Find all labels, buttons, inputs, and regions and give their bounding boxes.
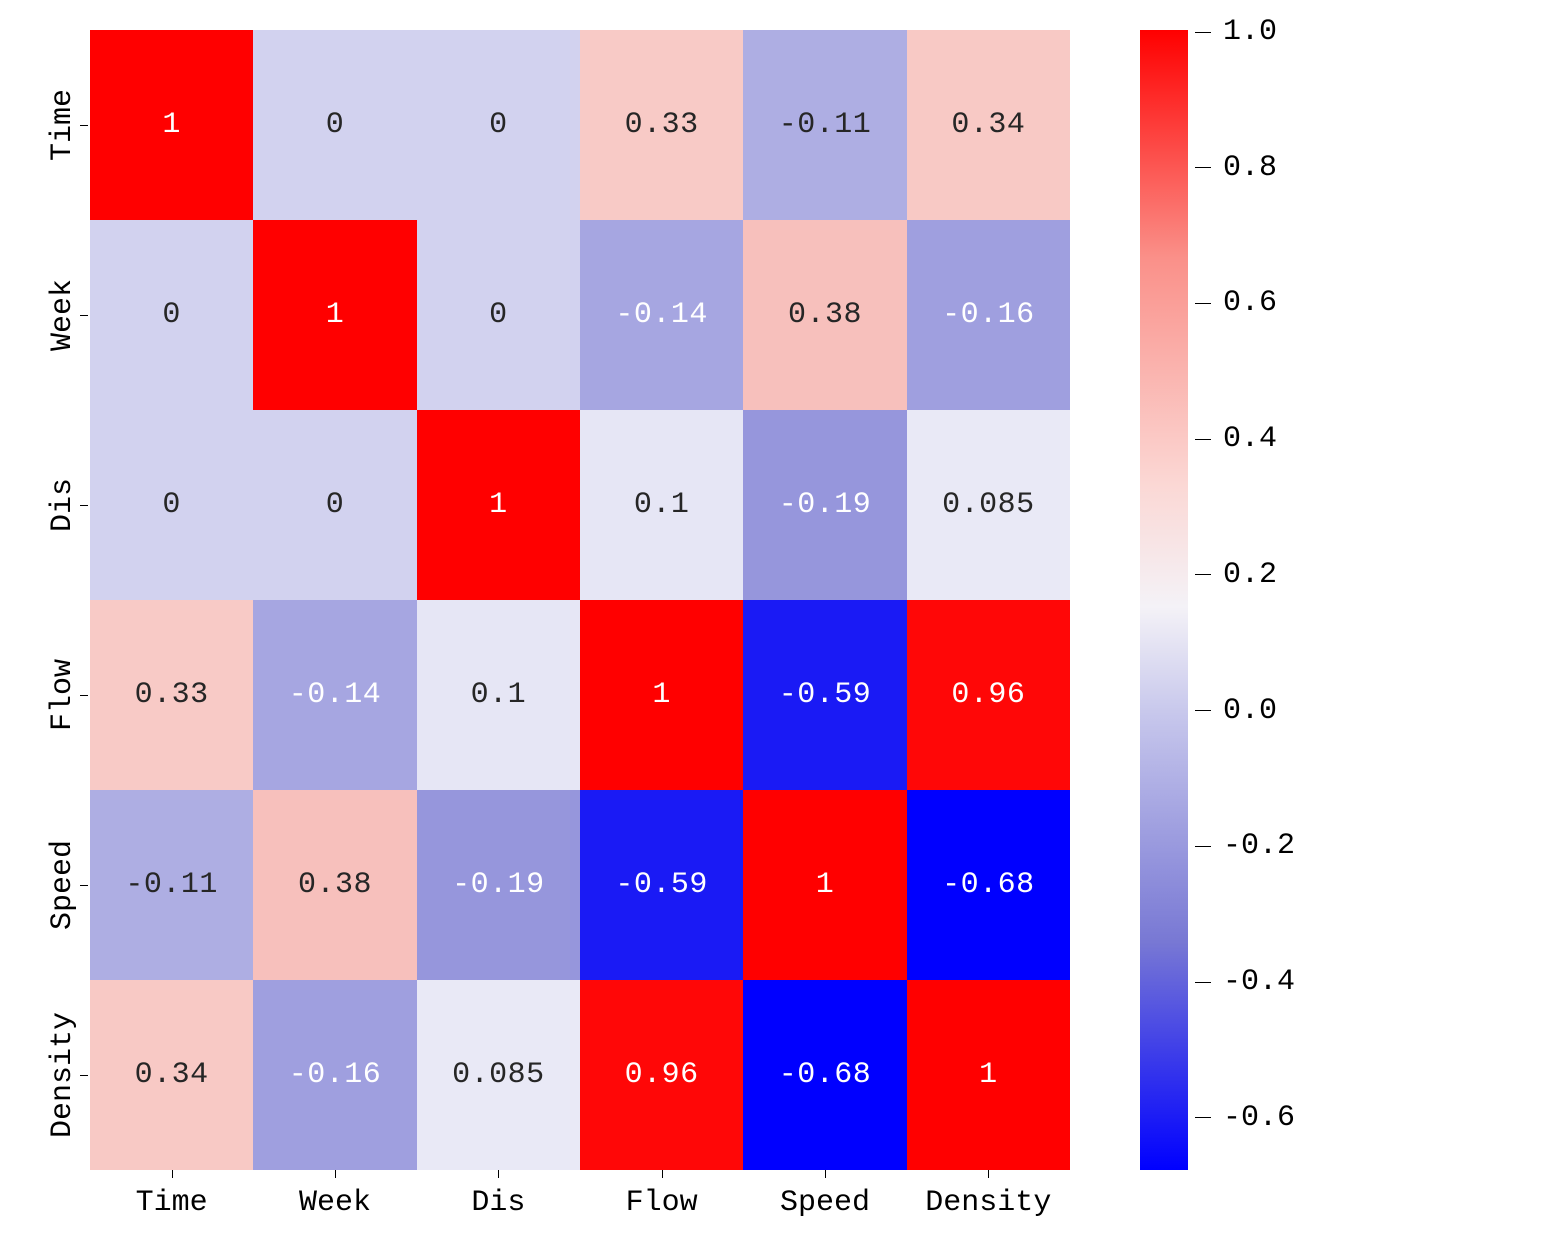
y-tick [80,505,88,506]
y-axis-label: Week [46,279,80,351]
heatmap-cell: 0.1 [580,410,743,600]
heatmap-cell: 0 [417,30,580,220]
x-axis-label: Speed [743,1180,906,1240]
colorbar-tick-label: 0.2 [1223,558,1277,592]
y-tick [80,695,88,696]
colorbar-tick-label: 0.6 [1223,286,1277,320]
heatmap-cell: -0.16 [907,220,1070,410]
colorbar-tick-mark [1195,982,1211,983]
heatmap-cell: 1 [417,410,580,600]
y-axis-label: Speed [46,840,80,930]
heatmap-cell: 1 [580,600,743,790]
colorbar-tick-label: 1.0 [1223,15,1277,49]
x-tick [825,1170,826,1178]
heatmap-cell: -0.68 [907,790,1070,980]
x-axis-label: Time [90,1180,253,1240]
y-axis-label: Flow [46,659,80,731]
x-tick [662,1170,663,1178]
colorbar-tick: 0.0 [1195,694,1277,728]
heatmap-cell: -0.11 [743,30,906,220]
heatmap-cell: 0 [253,30,416,220]
figure: 1000.33-0.110.34010-0.140.38-0.160010.1-… [0,0,1556,1247]
heatmap-cell: 0.38 [743,220,906,410]
colorbar-tick-mark [1195,846,1211,847]
colorbar-tick-mark [1195,439,1211,440]
x-tick [988,1170,989,1178]
heatmap-grid: 1000.33-0.110.34010-0.140.38-0.160010.1-… [90,30,1070,1170]
colorbar-tick: -0.2 [1195,829,1295,863]
heatmap-cell: 0.96 [907,600,1070,790]
heatmap-cell: -0.59 [580,790,743,980]
heatmap-cell: 0.96 [580,980,743,1170]
colorbar-tick-mark [1195,32,1211,33]
x-axis-label: Week [253,1180,416,1240]
colorbar-tick-label: -0.2 [1223,829,1295,863]
heatmap-cell: 0.085 [417,980,580,1170]
y-axis-labels: Time Week Dis Flow Speed Density [0,30,90,1170]
colorbar-tick-label: 0.4 [1223,422,1277,456]
colorbar-tick: 0.4 [1195,422,1277,456]
heatmap-cell: -0.14 [253,600,416,790]
colorbar-tick: 1.0 [1195,15,1277,49]
heatmap-cell: 0.38 [253,790,416,980]
y-tick [80,125,88,126]
colorbar-tick: -0.4 [1195,965,1295,999]
colorbar-tick-label: 0.0 [1223,694,1277,728]
heatmap-cell: 1 [907,980,1070,1170]
colorbar [1140,30,1188,1170]
colorbar-tick-mark [1195,1117,1211,1118]
y-tick [80,1075,88,1076]
colorbar-tick: 0.8 [1195,151,1277,185]
x-axis-label: Density [907,1180,1070,1240]
heatmap-cell: 0.34 [907,30,1070,220]
heatmap-cell: 0 [417,220,580,410]
heatmap-cell: 1 [743,790,906,980]
colorbar-tick-label: -0.4 [1223,965,1295,999]
heatmap-cell: -0.68 [743,980,906,1170]
heatmap-cell: -0.19 [743,410,906,600]
y-axis-label: Time [46,89,80,161]
y-tick [80,315,88,316]
y-axis-label: Density [46,1012,80,1138]
colorbar-tick: 0.2 [1195,558,1277,592]
heatmap-cell: -0.16 [253,980,416,1170]
heatmap-cell: -0.19 [417,790,580,980]
colorbar-tick-mark [1195,167,1211,168]
x-axis-labels: TimeWeekDisFlowSpeedDensity [90,1180,1070,1240]
heatmap-cell: 0 [253,410,416,600]
heatmap-cell: -0.59 [743,600,906,790]
colorbar-tick: -0.6 [1195,1101,1295,1135]
x-axis-label: Flow [580,1180,743,1240]
colorbar-ticks: -0.6-0.4-0.20.00.20.40.60.81.0 [1195,30,1435,1170]
y-tick [80,885,88,886]
heatmap-cell: 0.1 [417,600,580,790]
x-tick [498,1170,499,1178]
x-tick [172,1170,173,1178]
colorbar-tick-mark [1195,574,1211,575]
heatmap-cell: -0.14 [580,220,743,410]
colorbar-tick-label: -0.6 [1223,1101,1295,1135]
heatmap-cell: 0.33 [580,30,743,220]
colorbar-tick: 0.6 [1195,286,1277,320]
colorbar-tick-mark [1195,303,1211,304]
y-axis-label: Dis [46,478,80,532]
heatmap-cell: 0.085 [907,410,1070,600]
x-axis-label: Dis [417,1180,580,1240]
x-tick [335,1170,336,1178]
colorbar-tick-label: 0.8 [1223,151,1277,185]
colorbar-tick-mark [1195,710,1211,711]
heatmap-cell: 1 [253,220,416,410]
